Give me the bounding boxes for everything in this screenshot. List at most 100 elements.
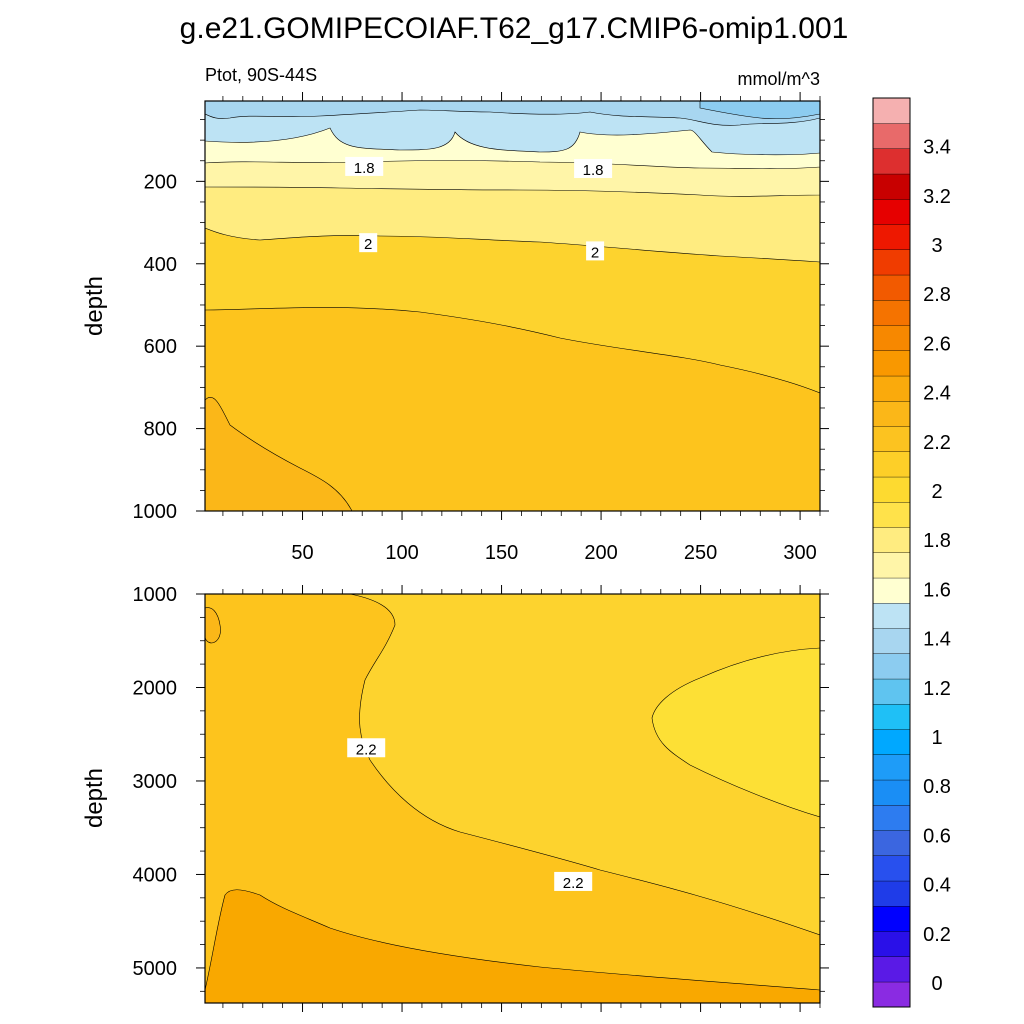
- contour-label-bg: [359, 233, 378, 253]
- colorbar-label: 2.2: [923, 432, 951, 454]
- contour-label-bg: [586, 241, 605, 261]
- x-tick-label: 50: [291, 542, 313, 564]
- colorbar-label: 0.8: [923, 776, 951, 798]
- x-tick-label: 250: [684, 542, 717, 564]
- x-tick-label: 100: [385, 542, 418, 564]
- colorbar-label: 2.8: [923, 284, 951, 306]
- upper-contour-fills: [205, 101, 820, 511]
- colorbar-swatch: [872, 678, 911, 705]
- colorbar-swatch: [872, 577, 911, 604]
- colorbar-swatch: [872, 653, 911, 680]
- colorbar-swatch: [872, 97, 911, 124]
- colorbar-swatch: [872, 123, 911, 149]
- upper-ylabel: depth: [81, 276, 108, 336]
- y-tick-label: 200: [144, 171, 177, 193]
- x-tick-label: 150: [485, 542, 518, 564]
- fill-band-2.4-2.6: [205, 397, 353, 511]
- colorbar-swatch: [872, 754, 911, 781]
- y-tick-label: 5000: [133, 958, 178, 980]
- colorbar-label: 1.8: [923, 530, 951, 552]
- fill-band-2.2-2.4-deep: [205, 307, 820, 511]
- contour-label-text: 2: [364, 236, 372, 253]
- colorbar-swatch: [872, 602, 911, 629]
- colorbar-swatch: [872, 552, 911, 579]
- colorbar: 0 0.2 0.4 0.6 0.8 1 1.2 1.4 1.6 1.8 2 2.2 2.4 2.6 2.8 3…: [872, 97, 951, 1008]
- colorbar-swatch: [872, 198, 911, 225]
- colorbar-swatch: [872, 703, 911, 730]
- lower-ylabel: depth: [81, 768, 108, 828]
- colorbar-swatch: [872, 527, 911, 553]
- colorbar-label: 1.4: [923, 629, 951, 651]
- colorbar-swatch: [872, 426, 911, 452]
- contour-label-text: 2.2: [563, 875, 584, 892]
- fill-band-2.4-shelf: [205, 607, 221, 644]
- fill-band-1.4-1.6: [205, 101, 820, 126]
- colorbar-swatch: [872, 224, 911, 250]
- colorbar-label: 3: [931, 235, 942, 257]
- colorbar-label: 1: [931, 727, 942, 749]
- x-tick-label: 200: [584, 542, 617, 564]
- colorbar-swatch: [872, 299, 911, 326]
- colorbar-swatch: [872, 855, 911, 882]
- lower-plot-frame: [204, 593, 821, 1004]
- colorbar-swatch: [872, 501, 911, 528]
- y-tick-label: 600: [144, 336, 177, 358]
- colorbar-swatch: [872, 173, 911, 200]
- colorbar-label: 3.2: [923, 186, 951, 208]
- y-tick-label: 3000: [133, 771, 178, 793]
- colorbar-swatch: [872, 350, 911, 377]
- colorbar-swatch: [872, 249, 911, 276]
- lower-contour-fills: [205, 594, 820, 1003]
- colorbar-label: 0.4: [923, 875, 951, 897]
- colorbar-label: 0: [931, 973, 942, 995]
- colorbar-swatch: [872, 729, 911, 755]
- lower-contour-labels: 2.2 2.2: [347, 738, 593, 892]
- colorbar-swatch: [872, 931, 911, 957]
- contour-label: 2: [359, 233, 378, 253]
- colorbar-swatch: [872, 476, 911, 503]
- upper-contour-labels: 1.8 1.8 2 2: [345, 156, 613, 261]
- colorbar-swatch: [872, 375, 911, 402]
- colorbar-swatch: [872, 451, 911, 478]
- colorbar-swatch: [872, 148, 911, 175]
- y-tick-label: 400: [144, 254, 177, 276]
- lower-x-axis: [222, 585, 821, 1012]
- fill-band-2.4-2.6: [205, 889, 820, 1003]
- units-label: mmol/m^3: [738, 69, 820, 89]
- contour-label-text: 1.8: [354, 160, 375, 177]
- colorbar-label: 2.6: [923, 333, 951, 355]
- contour-label: 1.8: [574, 158, 613, 179]
- contour-label-text: 1.8: [583, 162, 604, 179]
- colorbar-swatch: [872, 274, 911, 301]
- colorbar-frame: [872, 97, 911, 1008]
- colorbar-label: 1.2: [923, 678, 951, 700]
- main-title: g.e21.GOMIPECOIAF.T62_g17.CMIP6-omip1.00…: [180, 12, 849, 45]
- colorbar-swatch: [872, 628, 911, 654]
- colorbar-label: 3.4: [923, 137, 951, 159]
- colorbar-label: 0.6: [923, 825, 951, 847]
- colorbar-swatch: [872, 880, 911, 907]
- contour-label-bg: [554, 871, 593, 891]
- colorbar-label: 0.2: [923, 924, 951, 946]
- colorbar-swatch: [872, 905, 911, 932]
- lower-panel: 1000 2000 3000 4000 5000 2.2 2.2 depth: [81, 584, 829, 1012]
- colorbar-swatch: [872, 779, 911, 806]
- colorbar-swatch: [872, 804, 911, 831]
- contour-label: 2: [586, 241, 605, 261]
- colorbar-swatch: [872, 981, 911, 1008]
- upper-panel: Ptot, 90S-44S mmol/m^3 50 100 150 200 250 300…: [81, 65, 829, 564]
- contour-label-text: 2: [591, 244, 599, 261]
- colorbar-label: 2.4: [923, 383, 951, 405]
- contour-label: 2.2: [554, 871, 593, 892]
- upper-plot-frame: [204, 100, 821, 512]
- y-tick-label: 4000: [133, 864, 178, 886]
- fill-band-1.4-deep: [699, 101, 820, 120]
- contour-label-text: 2.2: [356, 741, 377, 758]
- contour-label: 1.8: [345, 156, 384, 177]
- contour-label-bg: [574, 158, 613, 178]
- y-tick-label: 1000: [133, 584, 178, 606]
- y-tick-label: 1000: [133, 501, 178, 523]
- contour-label-bg: [345, 156, 384, 176]
- colorbar-swatch: [872, 830, 911, 856]
